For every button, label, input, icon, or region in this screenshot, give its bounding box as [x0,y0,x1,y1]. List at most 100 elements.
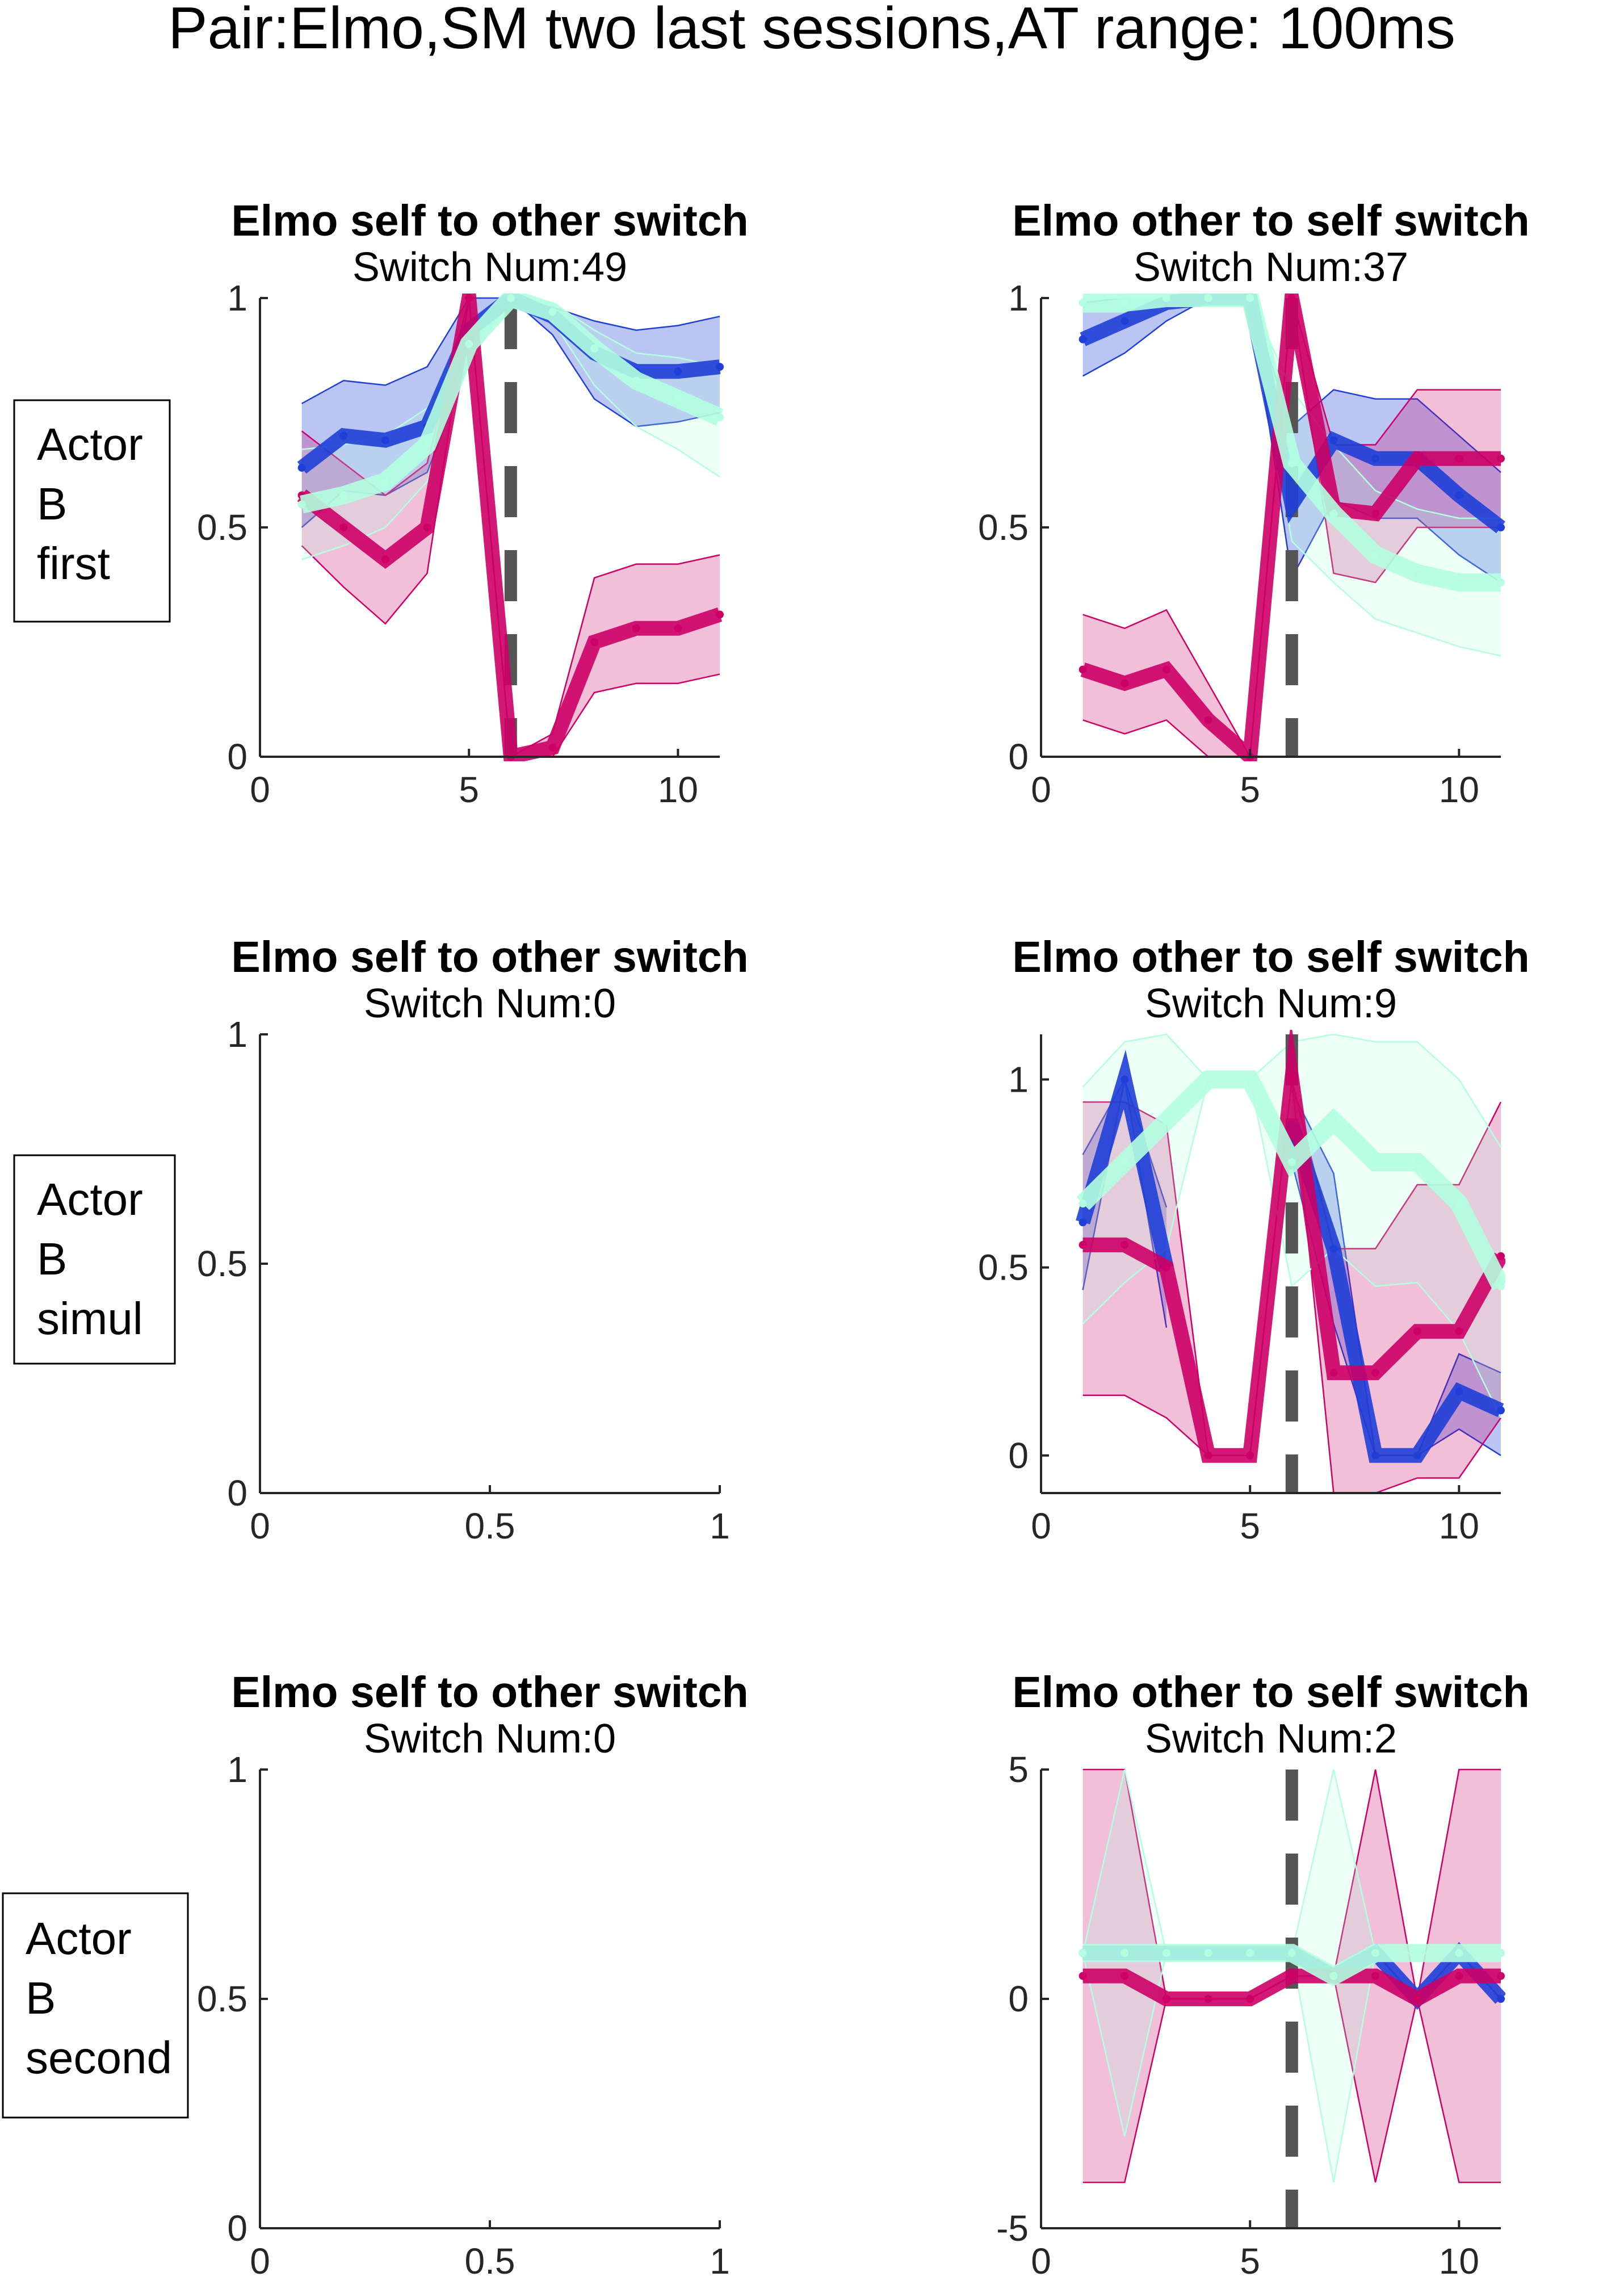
blue-data-point [1455,491,1463,500]
y-tick-label: 0.5 [978,1247,1029,1288]
blue-data-point [1371,1451,1380,1460]
blue-mean-line [1285,1122,1504,1463]
x-tick-label: 10 [1439,1506,1479,1546]
mint-data-point [1413,1949,1421,1957]
x-tick-label: 0.5 [465,2241,515,2282]
blue-data-point [1497,1995,1505,2003]
magenta-data-point [1455,454,1463,463]
y-tick-label: 0.5 [978,507,1029,548]
magenta-data-point [1413,454,1421,463]
magenta-data-point [1121,1240,1129,1249]
plot-area [1079,1768,1505,2228]
y-tick-label: -5 [996,2208,1029,2249]
magenta-data-point [1079,665,1087,674]
plot-area [297,294,724,761]
row-label-first-line-3: first [37,538,110,589]
mint-data-point [1329,509,1338,518]
x-tick-label: 10 [1439,2241,1479,2282]
blue-data-point [1079,335,1087,343]
magenta-data-point [1162,1995,1170,2003]
mint-data-point [1455,1949,1463,1957]
x-tick-label: 0 [1031,769,1051,810]
x-tick-label: 5 [1240,1506,1260,1546]
x-tick-label: 10 [658,769,698,810]
magenta-data-point [1371,509,1380,518]
mint-data-point [1413,569,1421,577]
row-label-second-line-3: second [26,2032,172,2083]
blue-data-point [1497,523,1505,531]
mint-data-point [1329,1117,1338,1125]
magenta-data-point [1287,1972,1296,1980]
magenta-data-point [1079,1972,1087,1980]
x-tick-label: 1 [710,1506,730,1546]
blue-data-point [1121,1075,1129,1084]
blue-data-point [1371,454,1380,463]
x-tick-label: 0 [250,2241,270,2282]
magenta-data-point [1287,294,1296,302]
subplot-title: Elmo other to self switch [1012,1668,1529,1717]
magenta-data-point [1079,1240,1087,1249]
y-tick-label: 0 [227,736,247,777]
mint-confidence-band [1082,1770,1501,2183]
subplot-title: Elmo self to other switch [231,196,748,245]
magenta-data-point [381,555,389,564]
x-tick-label: 5 [459,769,479,810]
magenta-data-point [1329,1369,1338,1377]
magenta-data-point [1497,1972,1505,1980]
row-label-first: Actor B first [13,399,171,623]
mint-data-point [1497,1282,1505,1290]
row-label-first-line-2: B [37,479,67,529]
magenta-data-point [1413,1327,1421,1336]
subplot-title: Elmo other to self switch [1012,196,1529,245]
subplot-subtitle: Switch Num:2 [1145,1716,1397,1762]
magenta-data-point [632,624,640,632]
mint-data-point [590,344,599,353]
y-tick-label: 0 [1008,1435,1029,1476]
mint-data-point [1204,1949,1212,1957]
mint-data-point [1455,578,1463,586]
figure-title: Pair:Elmo,SM two last sessions,AT range:… [168,0,1455,61]
mint-data-point [716,413,724,422]
subplot-subtitle: Switch Num:37 [1134,245,1408,290]
row-label-simul-line-2: B [37,1234,67,1284]
y-tick-label: 0.5 [197,1978,247,2019]
mint-data-point [1497,1949,1505,1957]
blue-data-point [716,363,724,371]
magenta-data-point [590,638,599,646]
mint-data-point [1162,1117,1170,1125]
x-tick-label: 5 [1240,769,1260,810]
y-tick-label: 1 [227,1014,247,1055]
magenta-data-point [1121,679,1129,687]
magenta-data-point [1455,1972,1463,1980]
x-tick-label: 0 [250,769,270,810]
magenta-data-point [339,523,348,531]
plot-area [1079,294,1505,761]
mint-data-point [1121,299,1129,307]
mint-data-point [465,339,473,348]
y-tick-label: 0 [1008,1978,1029,2019]
blue-data-point [1079,1218,1087,1227]
x-tick-label: 0.5 [465,1506,515,1546]
blue-data-point [1121,317,1129,325]
magenta-data-point [548,743,557,752]
y-tick-label: 0 [1008,736,1029,777]
y-tick-label: 1 [227,278,247,318]
mint-data-point [1371,1158,1380,1167]
magenta-data-point [1204,1451,1212,1460]
mint-data-point [506,294,515,302]
mint-data-point [1121,1949,1129,1957]
blue-data-point [1497,1406,1505,1415]
mint-data-point [1204,294,1212,302]
mint-data-point [1079,299,1087,307]
magenta-data-point [465,294,473,302]
mint-data-point [1162,294,1170,302]
subplot-title: Elmo self to other switch [231,1668,748,1717]
mint-data-point [1287,459,1296,467]
